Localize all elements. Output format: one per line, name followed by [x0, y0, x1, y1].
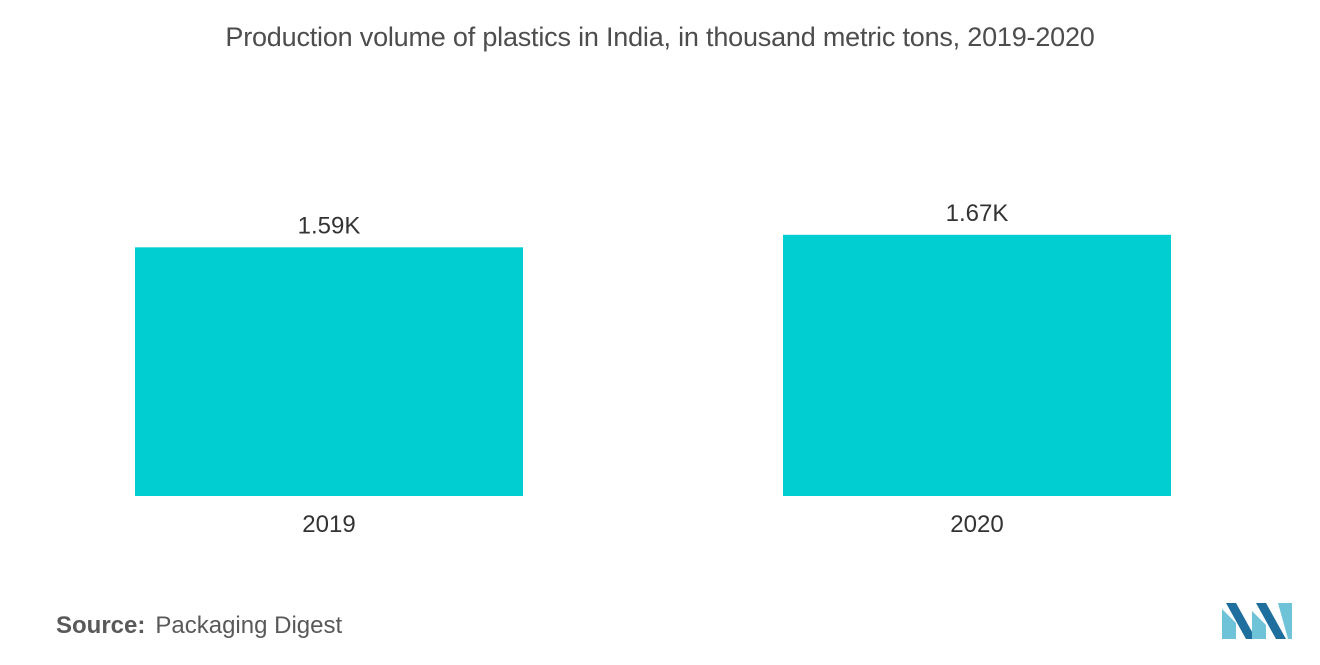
bar-2019 — [135, 247, 523, 496]
bar-2020 — [783, 234, 1171, 496]
mordor-intelligence-logo-icon — [1222, 603, 1292, 639]
source-note: Source: Packaging Digest — [56, 612, 342, 640]
x-tick-label-2019: 2019 — [302, 511, 355, 538]
chart-title: Production volume of plastics in India, … — [225, 22, 1095, 52]
value-label-2019: 1.59K — [298, 212, 361, 239]
source-text: Packaging Digest — [155, 612, 343, 639]
x-tick-label-2020: 2020 — [950, 511, 1003, 538]
value-label-2020: 1.67K — [946, 200, 1009, 227]
source-label: Source: — [56, 612, 146, 639]
